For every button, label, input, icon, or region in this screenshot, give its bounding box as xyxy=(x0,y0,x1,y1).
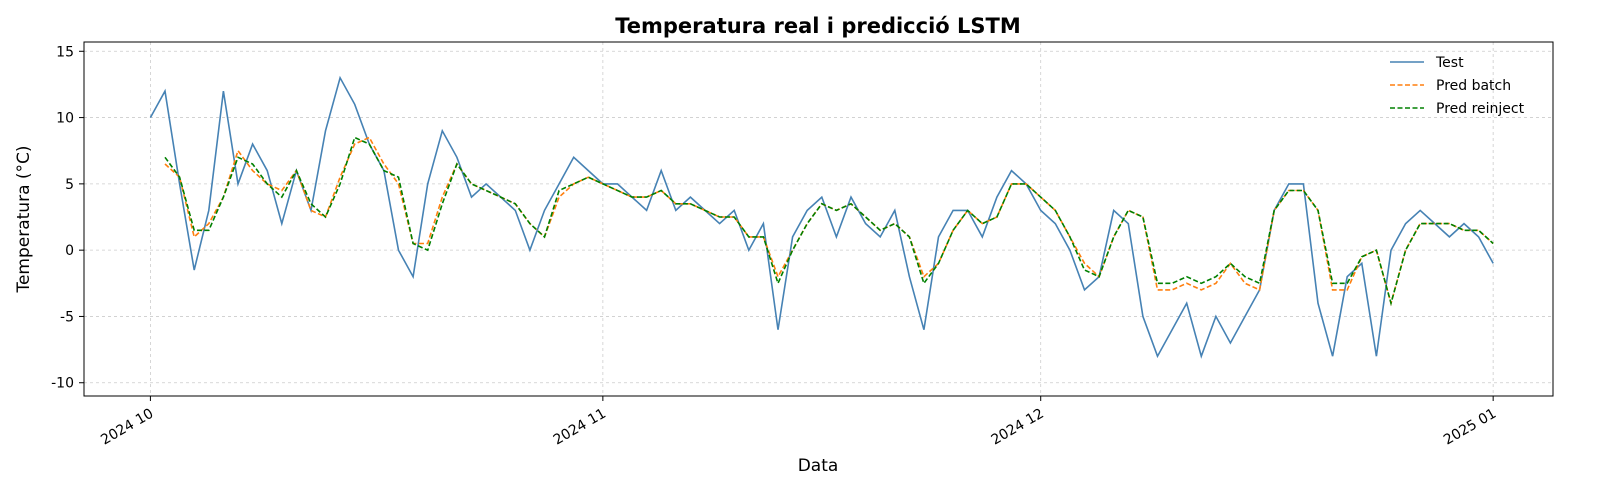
y-tick-label: 15 xyxy=(56,44,74,60)
legend-label: Pred reinject xyxy=(1436,101,1525,117)
legend-label: Test xyxy=(1435,55,1464,71)
x-tick-label: 2024 12 xyxy=(989,406,1047,449)
y-tick-label: -5 xyxy=(60,309,74,325)
y-tick-label: 5 xyxy=(65,177,74,193)
y-tick-label: 0 xyxy=(65,243,74,259)
chart-title: Temperatura real i predicció LSTM xyxy=(615,14,1021,38)
plot-frame xyxy=(83,41,1554,397)
x-tick-label: 2024 11 xyxy=(551,406,609,449)
legend-label: Pred batch xyxy=(1436,78,1511,94)
series-line xyxy=(164,136,1494,307)
series-line xyxy=(164,136,1494,307)
y-axis-label: Temperatura (°C) xyxy=(14,145,34,293)
y-tick-label: -10 xyxy=(51,376,74,392)
x-tick-label: 2024 10 xyxy=(98,406,156,449)
x-tick-label: 2025 01 xyxy=(1441,406,1499,449)
x-axis-label: Data xyxy=(798,456,839,476)
y-tick-label: 10 xyxy=(56,111,74,127)
series-line xyxy=(149,75,1494,359)
